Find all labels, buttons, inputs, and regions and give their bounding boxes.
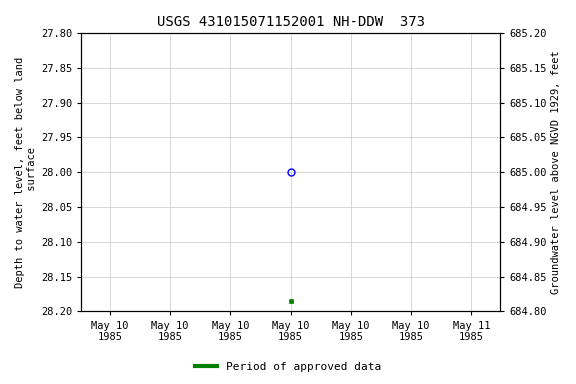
- Legend: Period of approved data: Period of approved data: [191, 358, 385, 377]
- Title: USGS 431015071152001 NH-DDW  373: USGS 431015071152001 NH-DDW 373: [157, 15, 425, 29]
- Y-axis label: Groundwater level above NGVD 1929, feet: Groundwater level above NGVD 1929, feet: [551, 50, 561, 294]
- Y-axis label: Depth to water level, feet below land
 surface: Depth to water level, feet below land su…: [15, 56, 37, 288]
